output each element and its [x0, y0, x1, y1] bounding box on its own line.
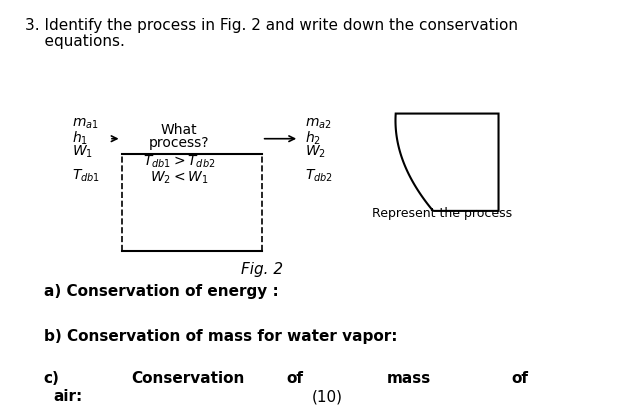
Text: $W_{2}<W_{1}$: $W_{2}<W_{1}$: [150, 169, 208, 186]
Text: What: What: [161, 123, 197, 137]
Text: Fig. 2: Fig. 2: [241, 262, 283, 277]
Text: $m_{a2}$: $m_{a2}$: [305, 117, 332, 131]
Text: equations.: equations.: [25, 34, 125, 49]
Text: Represent the process: Represent the process: [372, 207, 513, 220]
Text: a) Conservation of energy :: a) Conservation of energy :: [44, 284, 278, 299]
Text: $T_{db1}>T_{db2}$: $T_{db1}>T_{db2}$: [143, 154, 215, 171]
Text: mass: mass: [387, 371, 431, 386]
Text: $h_{2}$: $h_{2}$: [305, 130, 321, 147]
Text: air:: air:: [53, 389, 82, 404]
Text: Conservation: Conservation: [131, 371, 244, 386]
Text: 3. Identify the process in Fig. 2 and write down the conservation: 3. Identify the process in Fig. 2 and wr…: [25, 18, 518, 33]
Text: b) Conservation of mass for water vapor:: b) Conservation of mass for water vapor:: [44, 328, 397, 344]
Text: $W_{2}$: $W_{2}$: [305, 144, 326, 160]
Text: c): c): [44, 371, 60, 386]
Text: of: of: [287, 371, 303, 386]
Text: $m_{a1}$: $m_{a1}$: [72, 117, 99, 131]
Text: $W_{1}$: $W_{1}$: [72, 144, 93, 160]
Text: process?: process?: [148, 136, 209, 150]
Text: $T_{db1}$: $T_{db1}$: [72, 167, 100, 184]
Text: (10): (10): [312, 389, 342, 404]
Text: $T_{db2}$: $T_{db2}$: [305, 167, 333, 184]
Text: of: of: [511, 371, 528, 386]
Text: $h_{1}$: $h_{1}$: [72, 130, 88, 147]
